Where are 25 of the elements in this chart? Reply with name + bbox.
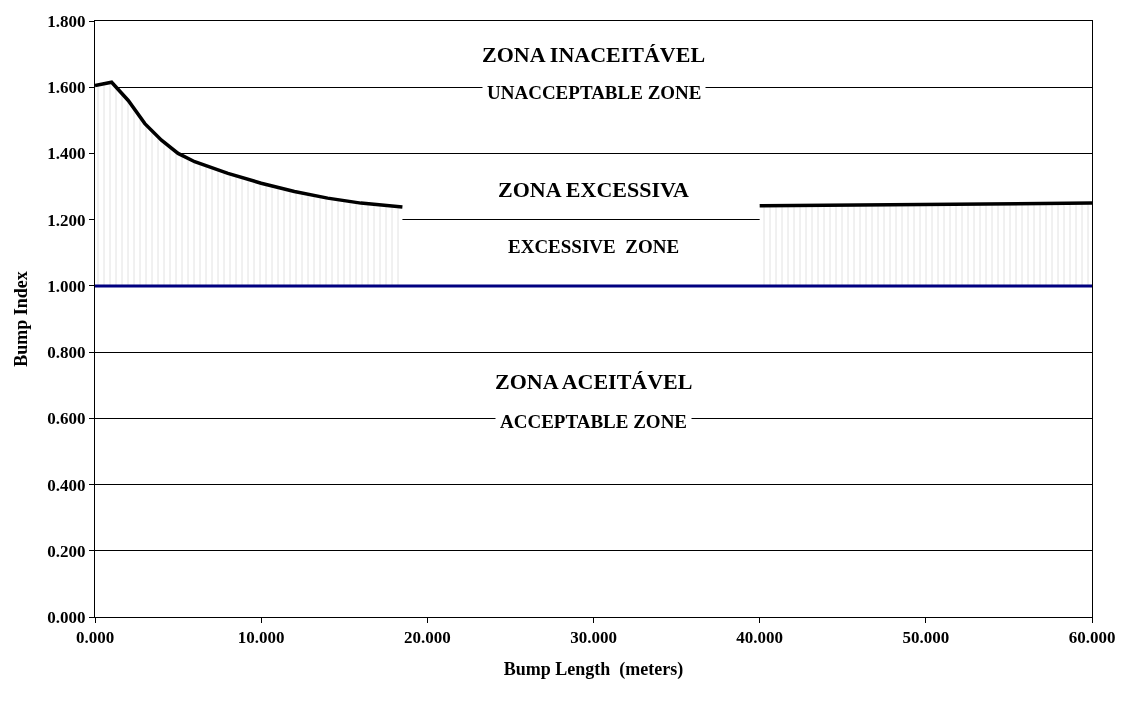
x-axis-title: Bump Length (meters) <box>503 658 684 680</box>
annotation: ZONA EXCESSIVA <box>498 177 690 202</box>
y-tick-label: 1.800 <box>47 11 86 31</box>
x-tick-label: 10.000 <box>237 628 285 648</box>
annotation: ZONA INACEITÁVEL <box>482 42 706 67</box>
y-tick-label: 0.200 <box>47 541 86 561</box>
y-tick-label: 0.800 <box>47 343 86 363</box>
y-tick-label: 1.600 <box>47 78 86 98</box>
y-tick-label: 1.000 <box>47 276 86 296</box>
y-tick-label: 1.200 <box>47 210 86 230</box>
y-tick-label: 1.400 <box>47 144 86 164</box>
x-tick-label: 50.000 <box>902 628 950 648</box>
y-tick-label: 0.000 <box>47 607 86 627</box>
y-tick-label: 0.400 <box>47 475 86 495</box>
annotation: ZONA ACEITÁVEL <box>495 369 693 394</box>
annotation: UNACCEPTABLE ZONE <box>487 82 702 103</box>
annotation: ACCEPTABLE ZONE <box>500 411 688 432</box>
x-tick-label: 40.000 <box>736 628 784 648</box>
x-tick-label: 60.000 <box>1068 628 1116 648</box>
x-tick-label: 0.000 <box>75 628 115 648</box>
y-tick-label: 0.600 <box>47 409 86 429</box>
annotation: EXCESSIVE ZONE <box>508 236 680 257</box>
x-tick-label: 30.000 <box>570 628 617 648</box>
y-axis-title: Bump Index <box>10 271 31 367</box>
x-tick-label: 20.000 <box>403 628 451 648</box>
